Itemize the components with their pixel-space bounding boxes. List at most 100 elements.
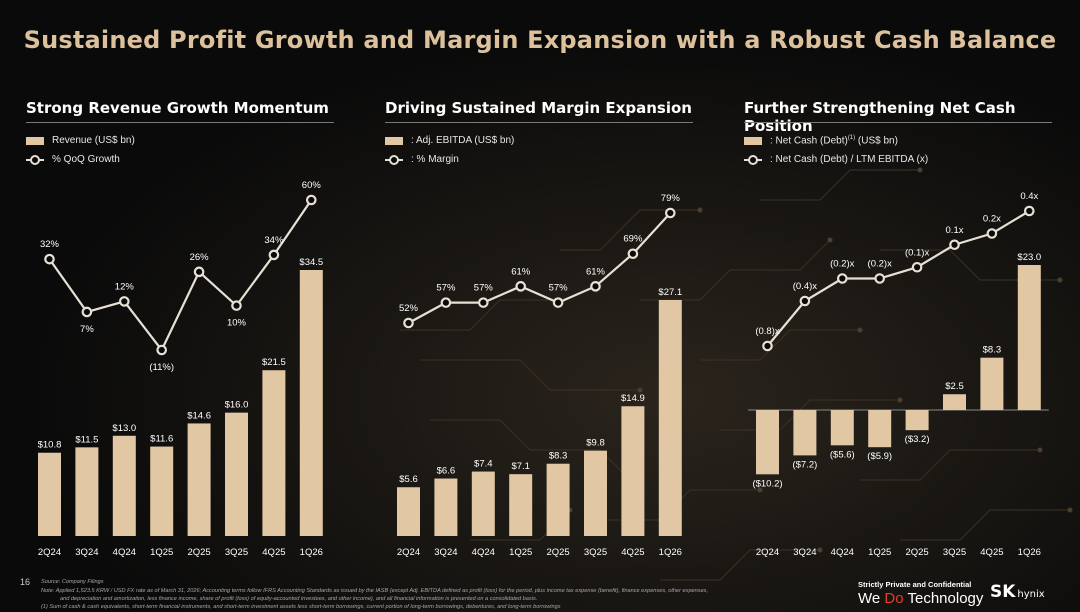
bar-value-label: $14.6 (187, 410, 211, 421)
line-point (590, 281, 601, 292)
bar-value-label: $8.3 (549, 451, 568, 462)
line-point (403, 317, 414, 329)
legend-ebitda-line: : % Margin (385, 154, 459, 165)
bar-4q24 (112, 435, 136, 536)
legend-revenue-line: % QoQ Growth (26, 154, 120, 165)
line-value-label: 34% (264, 235, 284, 246)
bar-value-label: ($3.2) (905, 434, 930, 445)
bar-4q25 (621, 406, 645, 536)
line-value-label: 12% (115, 281, 135, 292)
bar-2q25 (546, 463, 570, 536)
bar-value-label: $7.1 (511, 461, 530, 472)
bar-1q25 (150, 446, 174, 536)
sk-hynix-logo: SK hynix (990, 582, 1045, 602)
bar-value-label: $5.6 (399, 474, 418, 485)
line-value-label: 61% (586, 266, 606, 277)
x-tick-label: 1Q25 (509, 547, 532, 558)
line-point (1024, 205, 1035, 217)
legend-line-swatch (26, 154, 44, 165)
bar-3q25 (584, 450, 607, 536)
panel-divider-ebitda (385, 122, 693, 123)
x-tick-label: 3Q24 (434, 547, 457, 558)
line-point (552, 297, 564, 308)
legend-label: : Adj. EBITDA (US$ bn) (411, 135, 515, 146)
bar-4q25 (262, 370, 286, 536)
bar-2q24 (397, 487, 420, 536)
line-point (664, 207, 676, 219)
bar-3q25 (943, 394, 966, 410)
line-point (156, 344, 167, 356)
legend-netcash-bar: : Net Cash (Debt)(1) (US$ bn) (744, 135, 898, 146)
line-value-label: 61% (511, 266, 531, 277)
line-value-label: 52% (399, 303, 419, 314)
line-value-label: 57% (549, 283, 569, 294)
bar-4q24 (471, 471, 495, 536)
line-value-label: 26% (190, 252, 210, 263)
line-point (477, 297, 489, 308)
bar-3q25 (225, 412, 248, 536)
bar-value-label: $34.5 (299, 257, 323, 268)
x-tick-label: 2Q25 (905, 547, 928, 558)
x-tick-label: 4Q24 (113, 547, 136, 558)
bar-2q25 (187, 423, 211, 536)
bar-value-label: $10.8 (38, 440, 62, 451)
legend-label: Revenue (US$ bn) (52, 135, 135, 146)
line-point (515, 281, 526, 292)
bar-value-label: $14.9 (621, 393, 645, 404)
bar-value-label: $16.0 (225, 400, 249, 411)
line-point (305, 194, 317, 206)
line-value-label: (0.4)x (793, 281, 818, 292)
bar-value-label: $9.8 (586, 438, 605, 449)
page-number: 16 (20, 577, 31, 587)
bar-4q24 (830, 410, 854, 446)
bar-value-label: $23.0 (1017, 252, 1041, 263)
legend-bar-swatch (26, 136, 44, 145)
line-value-label: 57% (474, 283, 494, 294)
line-value-label: 60% (302, 180, 322, 191)
confidential-label: Strictly Private and Confidential (858, 580, 972, 589)
x-tick-label: 4Q25 (621, 547, 644, 558)
x-tick-label: 3Q25 (943, 547, 966, 558)
bar-1q26 (658, 300, 682, 536)
line-point (193, 266, 205, 278)
line-value-label: 7% (80, 324, 94, 335)
x-tick-label: 1Q25 (150, 547, 173, 558)
line-point (986, 228, 998, 239)
x-tick-label: 1Q25 (868, 547, 891, 558)
bar-value-label: $21.5 (262, 357, 286, 368)
footnote-note-2: and depreciation and amortization, less … (60, 596, 538, 602)
panel-divider-revenue (26, 122, 334, 123)
x-tick-label: 1Q26 (300, 547, 323, 558)
line-value-label: 79% (661, 193, 681, 204)
line--margin (407, 212, 672, 324)
x-tick-label: 2Q25 (187, 547, 210, 558)
line--net-cash-debt-ltm-ebitda-x- (766, 210, 1030, 347)
line-point (627, 248, 639, 260)
line-value-label: 0.1x (946, 225, 964, 236)
legend-label: : Net Cash (Debt) / LTM EBITDA (x) (770, 154, 929, 165)
x-tick-label: 4Q24 (472, 547, 495, 558)
footnote-source: Source: Company Filings (41, 579, 104, 585)
bar-value-label: $11.6 (150, 434, 173, 445)
line-point (81, 306, 93, 318)
line-value-label: (0.8)x (755, 326, 780, 337)
legend-netcash-line: : Net Cash (Debt) / LTM EBITDA (x) (744, 154, 928, 165)
panel-divider-netcash (744, 122, 1052, 123)
x-tick-label: 3Q24 (793, 547, 816, 558)
line-point (799, 295, 811, 307)
x-tick-label: 4Q24 (831, 547, 854, 558)
legend-label: : Net Cash (Debt)(1) (US$ bn) (770, 135, 898, 147)
bar-2q25 (905, 410, 929, 431)
line-point (762, 340, 773, 352)
bar-value-label: ($5.6) (830, 449, 855, 460)
legend-label: : % Margin (411, 154, 459, 165)
bar-value-label: $2.5 (945, 381, 964, 392)
x-tick-label: 1Q26 (659, 547, 682, 558)
x-tick-label: 3Q24 (75, 547, 98, 558)
bar-1q26 (1017, 265, 1041, 410)
line-value-label: 69% (623, 234, 643, 245)
panel-title-ebitda: Driving Sustained Margin Expansion (385, 99, 692, 117)
line-point (119, 296, 130, 307)
line-point (440, 297, 452, 308)
